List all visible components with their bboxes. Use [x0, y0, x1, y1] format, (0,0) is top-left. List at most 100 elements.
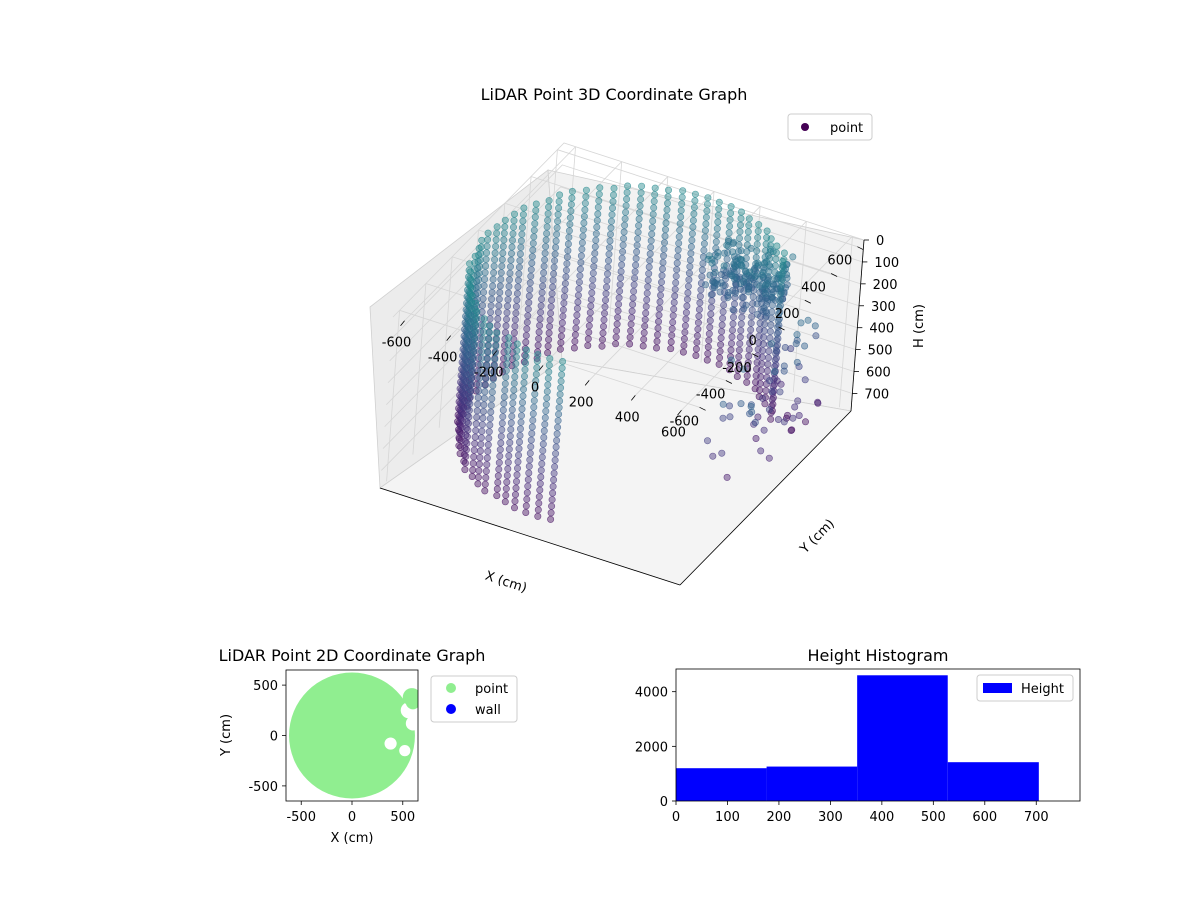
point-3d	[522, 352, 530, 360]
point-3d	[474, 400, 482, 408]
grid-line	[412, 283, 427, 455]
point-3d	[552, 237, 560, 245]
point-3d	[678, 193, 686, 201]
x-tick-mark	[584, 380, 590, 386]
point-3d	[680, 341, 688, 349]
point-3d	[591, 249, 599, 257]
point-3d	[739, 365, 747, 373]
grid-3d	[381, 142, 865, 482]
hist-x-tick-label: 600	[972, 810, 997, 825]
point-3d	[774, 415, 782, 423]
point-3d	[527, 272, 535, 280]
point-3d	[510, 386, 518, 394]
point-3d	[687, 243, 695, 251]
point-3d	[521, 359, 529, 367]
point-3d	[774, 323, 782, 331]
point-3d	[603, 276, 611, 284]
point-3d	[650, 197, 658, 205]
point-3d	[636, 202, 644, 210]
x-ticks-3d: -600 -400 -200 0 200 400 600	[382, 320, 686, 440]
point-3d	[557, 332, 565, 340]
point-3d	[789, 414, 797, 422]
point-3d	[681, 328, 689, 336]
point-3d	[635, 222, 643, 230]
point-3d	[626, 333, 634, 341]
point-3d	[553, 430, 561, 438]
point-3d	[505, 445, 513, 453]
point-3d	[723, 255, 731, 263]
point-3d	[533, 357, 541, 365]
point-3d	[465, 406, 473, 414]
point-3d	[515, 445, 523, 453]
point-3d	[482, 474, 490, 482]
point-3d	[743, 241, 751, 249]
point-3d	[479, 328, 487, 336]
point-3d	[766, 248, 774, 256]
point-3d	[511, 322, 519, 330]
point-3d	[510, 504, 518, 512]
point-3d	[489, 275, 497, 283]
y-tick-mark	[725, 380, 733, 384]
point-3d	[744, 228, 752, 236]
point-3d	[513, 471, 521, 479]
point-3d	[578, 245, 586, 253]
point-3d	[542, 407, 550, 415]
point-3d	[474, 394, 482, 402]
point-3d	[737, 320, 745, 328]
point-3d	[712, 238, 720, 246]
point-3d	[497, 432, 505, 440]
point-3d	[495, 459, 503, 467]
point-3d	[584, 341, 592, 349]
point-3d	[797, 319, 805, 327]
y-tick-label: -200	[722, 361, 752, 376]
point-3d	[484, 441, 492, 449]
grid-line	[478, 229, 779, 328]
point-3d	[576, 272, 584, 280]
y-tick-mark	[830, 273, 838, 277]
point-3d	[471, 440, 479, 448]
grid-line	[386, 310, 400, 482]
point-3d	[604, 257, 612, 265]
point-3d	[532, 370, 540, 378]
point-3d	[772, 249, 780, 257]
point-3d	[582, 193, 590, 201]
point-3d	[470, 341, 478, 349]
point-3d	[659, 258, 667, 266]
point-3d	[522, 502, 530, 510]
point-3d	[632, 255, 640, 263]
point-3d	[471, 433, 479, 441]
point-3d	[595, 190, 603, 198]
point-3d	[484, 342, 492, 350]
point-3d	[509, 223, 517, 231]
point-3d	[793, 358, 801, 366]
point-3d	[672, 279, 680, 287]
x-tick-label: 200	[569, 395, 594, 410]
point-3d	[551, 456, 559, 464]
point-3d	[777, 277, 785, 285]
point-3d	[550, 270, 558, 278]
point-3d	[707, 291, 715, 299]
point-3d	[673, 259, 681, 267]
z-tick-label: 100	[874, 256, 899, 271]
point-3d	[579, 226, 587, 234]
grid-line	[792, 221, 807, 393]
point-3d	[589, 276, 597, 284]
point-3d	[640, 335, 648, 343]
point-3d	[527, 266, 535, 274]
z-tick-label: 600	[866, 366, 891, 381]
point-3d	[619, 241, 627, 249]
point-3d	[513, 464, 521, 472]
point-3d	[468, 292, 476, 300]
point-3d	[767, 235, 775, 243]
point-3d	[500, 393, 508, 401]
point-3d	[747, 326, 755, 334]
point-3d	[530, 403, 538, 411]
point-3d	[483, 249, 491, 257]
point-3d	[530, 226, 538, 234]
point-3d	[544, 342, 552, 350]
point-3d	[561, 286, 569, 294]
x-tick-mark	[630, 395, 636, 401]
point-3d	[603, 270, 611, 278]
point-3d	[668, 331, 676, 339]
scatter-2d-points	[289, 672, 418, 799]
